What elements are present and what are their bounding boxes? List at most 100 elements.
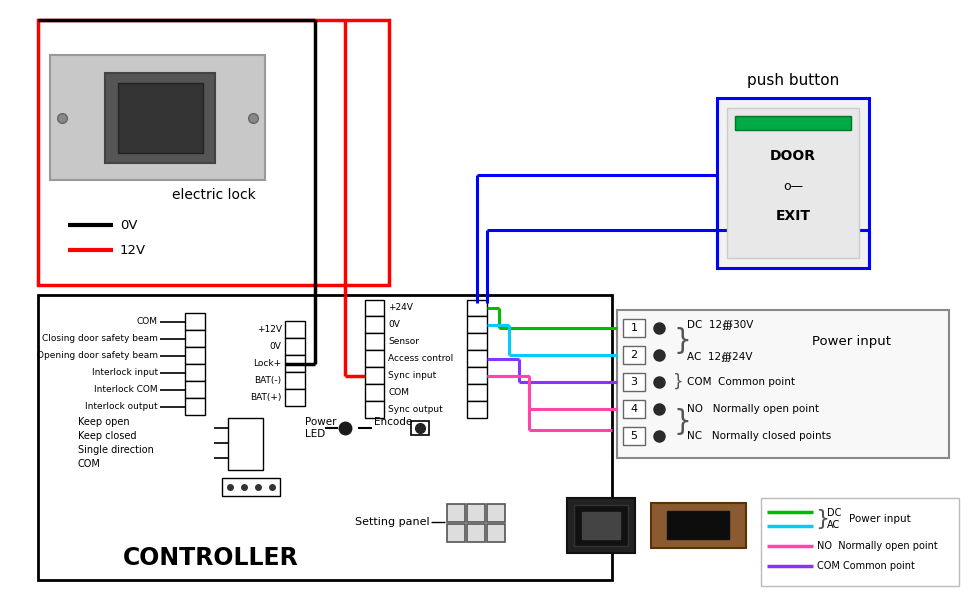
Bar xyxy=(467,524,484,542)
Bar xyxy=(622,346,644,364)
Text: 4: 4 xyxy=(630,404,637,414)
Bar xyxy=(49,55,265,180)
Text: COM: COM xyxy=(78,459,101,469)
Bar xyxy=(727,108,858,258)
Bar xyxy=(284,389,304,406)
Bar xyxy=(467,316,486,334)
Text: }: } xyxy=(672,328,690,355)
Bar xyxy=(222,478,279,496)
Text: AC: AC xyxy=(826,520,839,530)
Bar xyxy=(38,295,611,580)
Text: Setting panel: Setting panel xyxy=(355,517,429,527)
Bar xyxy=(467,385,486,401)
Bar xyxy=(184,331,204,347)
Text: Encode: Encode xyxy=(373,417,411,427)
Text: LED: LED xyxy=(304,429,325,439)
Bar xyxy=(467,504,484,522)
Bar xyxy=(447,504,465,522)
Bar xyxy=(761,498,957,586)
Text: NO   Normally open point: NO Normally open point xyxy=(686,404,818,414)
Bar xyxy=(467,299,486,316)
Bar xyxy=(364,367,384,385)
Text: DC  12∰30V: DC 12∰30V xyxy=(686,320,753,330)
Text: Access control: Access control xyxy=(388,355,453,364)
Text: Sync output: Sync output xyxy=(388,406,443,415)
Text: +24V: +24V xyxy=(388,304,413,313)
Bar xyxy=(650,503,745,548)
Text: Keep open: Keep open xyxy=(78,417,130,427)
Bar xyxy=(117,83,203,153)
Text: Interlock COM: Interlock COM xyxy=(94,385,158,394)
Bar xyxy=(616,310,948,458)
Bar xyxy=(622,400,644,418)
Text: 0V: 0V xyxy=(120,218,138,232)
Text: Keep closed: Keep closed xyxy=(78,431,137,441)
Text: BAT(-): BAT(-) xyxy=(254,376,281,385)
Text: NC   Normally closed points: NC Normally closed points xyxy=(686,431,830,441)
Bar xyxy=(184,398,204,415)
Bar xyxy=(364,299,384,316)
Text: NO  Normally open point: NO Normally open point xyxy=(816,541,937,551)
Text: COM Common point: COM Common point xyxy=(816,560,914,571)
Bar xyxy=(38,20,390,285)
Text: 12V: 12V xyxy=(120,244,145,257)
Text: electric lock: electric lock xyxy=(172,188,255,202)
Text: }: } xyxy=(672,373,683,391)
Bar xyxy=(184,364,204,382)
Text: Interlock input: Interlock input xyxy=(92,368,158,377)
Text: BAT(+): BAT(+) xyxy=(250,394,281,403)
Bar xyxy=(364,385,384,401)
Bar xyxy=(716,98,868,268)
Text: o—: o— xyxy=(782,179,802,193)
Text: 2: 2 xyxy=(630,350,637,360)
Bar xyxy=(284,373,304,389)
Text: 1: 1 xyxy=(630,323,637,333)
Bar xyxy=(567,498,635,553)
Text: }: } xyxy=(672,409,690,436)
Text: COM  Common point: COM Common point xyxy=(686,377,795,387)
Text: DOOR: DOOR xyxy=(769,149,815,163)
Bar xyxy=(184,313,204,331)
Bar xyxy=(735,116,850,130)
Bar xyxy=(411,421,429,435)
Bar xyxy=(622,319,644,337)
Text: Opening door safety beam: Opening door safety beam xyxy=(37,352,158,361)
Text: Power: Power xyxy=(304,417,335,427)
Bar xyxy=(574,505,628,545)
Bar xyxy=(284,322,304,338)
Bar xyxy=(364,334,384,350)
Bar xyxy=(284,338,304,355)
Bar xyxy=(105,73,214,163)
Text: Sync input: Sync input xyxy=(388,371,436,380)
Text: AC  12∰24V: AC 12∰24V xyxy=(686,352,752,362)
Text: Power input: Power input xyxy=(811,335,890,348)
Bar xyxy=(364,401,384,418)
Bar xyxy=(486,504,505,522)
Bar xyxy=(467,334,486,350)
Text: DC: DC xyxy=(826,508,840,518)
Bar xyxy=(622,427,644,445)
Text: Lock+: Lock+ xyxy=(253,359,281,368)
Text: Power input: Power input xyxy=(848,514,910,524)
Bar xyxy=(467,350,486,367)
Bar xyxy=(581,512,619,539)
Text: EXIT: EXIT xyxy=(774,209,810,223)
Text: Sensor: Sensor xyxy=(388,337,419,346)
Text: 5: 5 xyxy=(630,431,637,441)
Bar xyxy=(622,373,644,391)
Bar xyxy=(486,524,505,542)
Bar xyxy=(228,418,263,470)
Text: +12V: +12V xyxy=(257,325,281,334)
Text: 0V: 0V xyxy=(269,343,281,352)
Bar xyxy=(364,316,384,334)
Text: 3: 3 xyxy=(630,377,637,387)
Bar xyxy=(364,350,384,367)
Text: push button: push button xyxy=(746,73,838,88)
Bar xyxy=(447,524,465,542)
Text: COM: COM xyxy=(388,388,409,397)
Text: }: } xyxy=(814,509,828,529)
Text: CONTROLLER: CONTROLLER xyxy=(123,545,298,569)
Text: 0V: 0V xyxy=(388,320,400,329)
Text: Interlock output: Interlock output xyxy=(85,403,158,412)
Bar xyxy=(184,347,204,364)
